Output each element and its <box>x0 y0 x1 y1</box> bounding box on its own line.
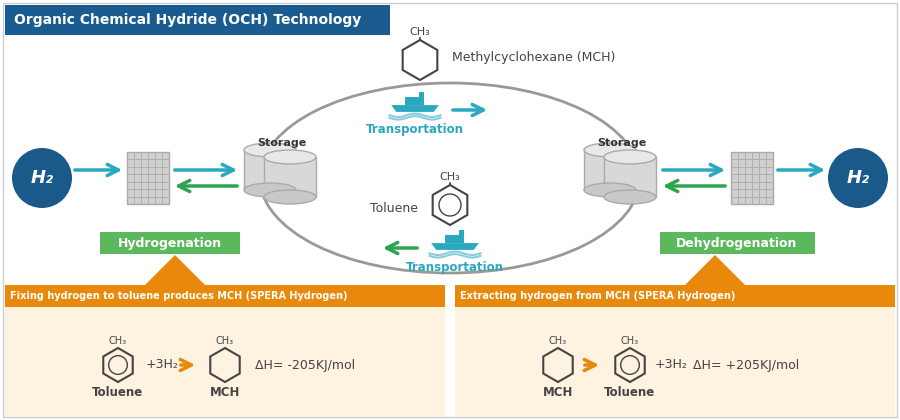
Text: CH₃: CH₃ <box>109 336 127 346</box>
Text: +3H₂: +3H₂ <box>146 359 179 372</box>
Ellipse shape <box>264 150 316 164</box>
Text: Toluene: Toluene <box>93 386 144 399</box>
Text: Toluene: Toluene <box>370 202 418 215</box>
Bar <box>584 150 636 190</box>
Text: MCH: MCH <box>210 386 240 399</box>
Text: CH₃: CH₃ <box>439 172 461 182</box>
Text: ΔH= -205KJ/mol: ΔH= -205KJ/mol <box>255 359 356 372</box>
Bar <box>264 157 316 197</box>
Bar <box>244 150 296 190</box>
Text: MCH: MCH <box>543 386 573 399</box>
Text: H₂: H₂ <box>31 169 53 187</box>
Bar <box>731 152 773 204</box>
Bar <box>660 232 815 254</box>
Text: Organic Chemical Hydride (OCH) Technology: Organic Chemical Hydride (OCH) Technolog… <box>14 13 361 27</box>
Bar <box>405 97 424 105</box>
Ellipse shape <box>244 143 296 157</box>
Text: +3H₂: +3H₂ <box>655 359 688 372</box>
Circle shape <box>828 148 888 208</box>
Polygon shape <box>392 105 439 112</box>
Circle shape <box>12 148 72 208</box>
Bar <box>419 92 425 98</box>
Bar <box>5 285 445 307</box>
Polygon shape <box>685 255 745 285</box>
Text: CH₃: CH₃ <box>621 336 639 346</box>
Text: Storage: Storage <box>598 138 646 148</box>
Polygon shape <box>431 243 479 250</box>
Text: Transportation: Transportation <box>406 262 504 275</box>
Ellipse shape <box>604 190 656 204</box>
Text: H₂: H₂ <box>847 169 869 187</box>
Text: Hydrogenation: Hydrogenation <box>118 236 222 249</box>
Text: Transportation: Transportation <box>366 123 464 136</box>
Text: Methylcyclohexane (MCH): Methylcyclohexane (MCH) <box>452 52 616 65</box>
Bar <box>455 285 895 307</box>
Text: Storage: Storage <box>257 138 307 148</box>
Text: Dehydrogenation: Dehydrogenation <box>676 236 797 249</box>
Ellipse shape <box>584 183 636 197</box>
Ellipse shape <box>584 143 636 157</box>
Bar <box>459 229 464 236</box>
Bar <box>100 232 240 254</box>
Text: Extracting hydrogen from MCH (SPERA Hydrogen): Extracting hydrogen from MCH (SPERA Hydr… <box>460 291 735 301</box>
Bar <box>445 235 464 243</box>
Bar <box>5 307 445 417</box>
Ellipse shape <box>244 183 296 197</box>
Bar <box>604 157 656 197</box>
Ellipse shape <box>604 150 656 164</box>
Text: CH₃: CH₃ <box>549 336 567 346</box>
Polygon shape <box>145 255 205 285</box>
Bar <box>455 307 895 417</box>
Text: CH₃: CH₃ <box>410 27 430 37</box>
Text: ΔH= +205KJ/mol: ΔH= +205KJ/mol <box>693 359 799 372</box>
Text: Fixing hydrogen to toluene produces MCH (SPERA Hydrogen): Fixing hydrogen to toluene produces MCH … <box>10 291 347 301</box>
Bar <box>127 152 169 204</box>
Ellipse shape <box>264 190 316 204</box>
Bar <box>5 5 390 35</box>
Text: CH₃: CH₃ <box>216 336 234 346</box>
Text: Toluene: Toluene <box>605 386 655 399</box>
